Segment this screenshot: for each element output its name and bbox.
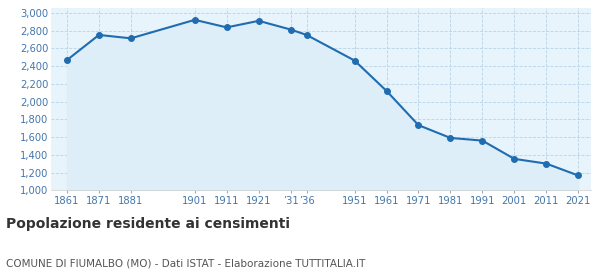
Text: COMUNE DI FIUMALBO (MO) - Dati ISTAT - Elaborazione TUTTITALIA.IT: COMUNE DI FIUMALBO (MO) - Dati ISTAT - E… — [6, 259, 365, 269]
Text: Popolazione residente ai censimenti: Popolazione residente ai censimenti — [6, 217, 290, 231]
